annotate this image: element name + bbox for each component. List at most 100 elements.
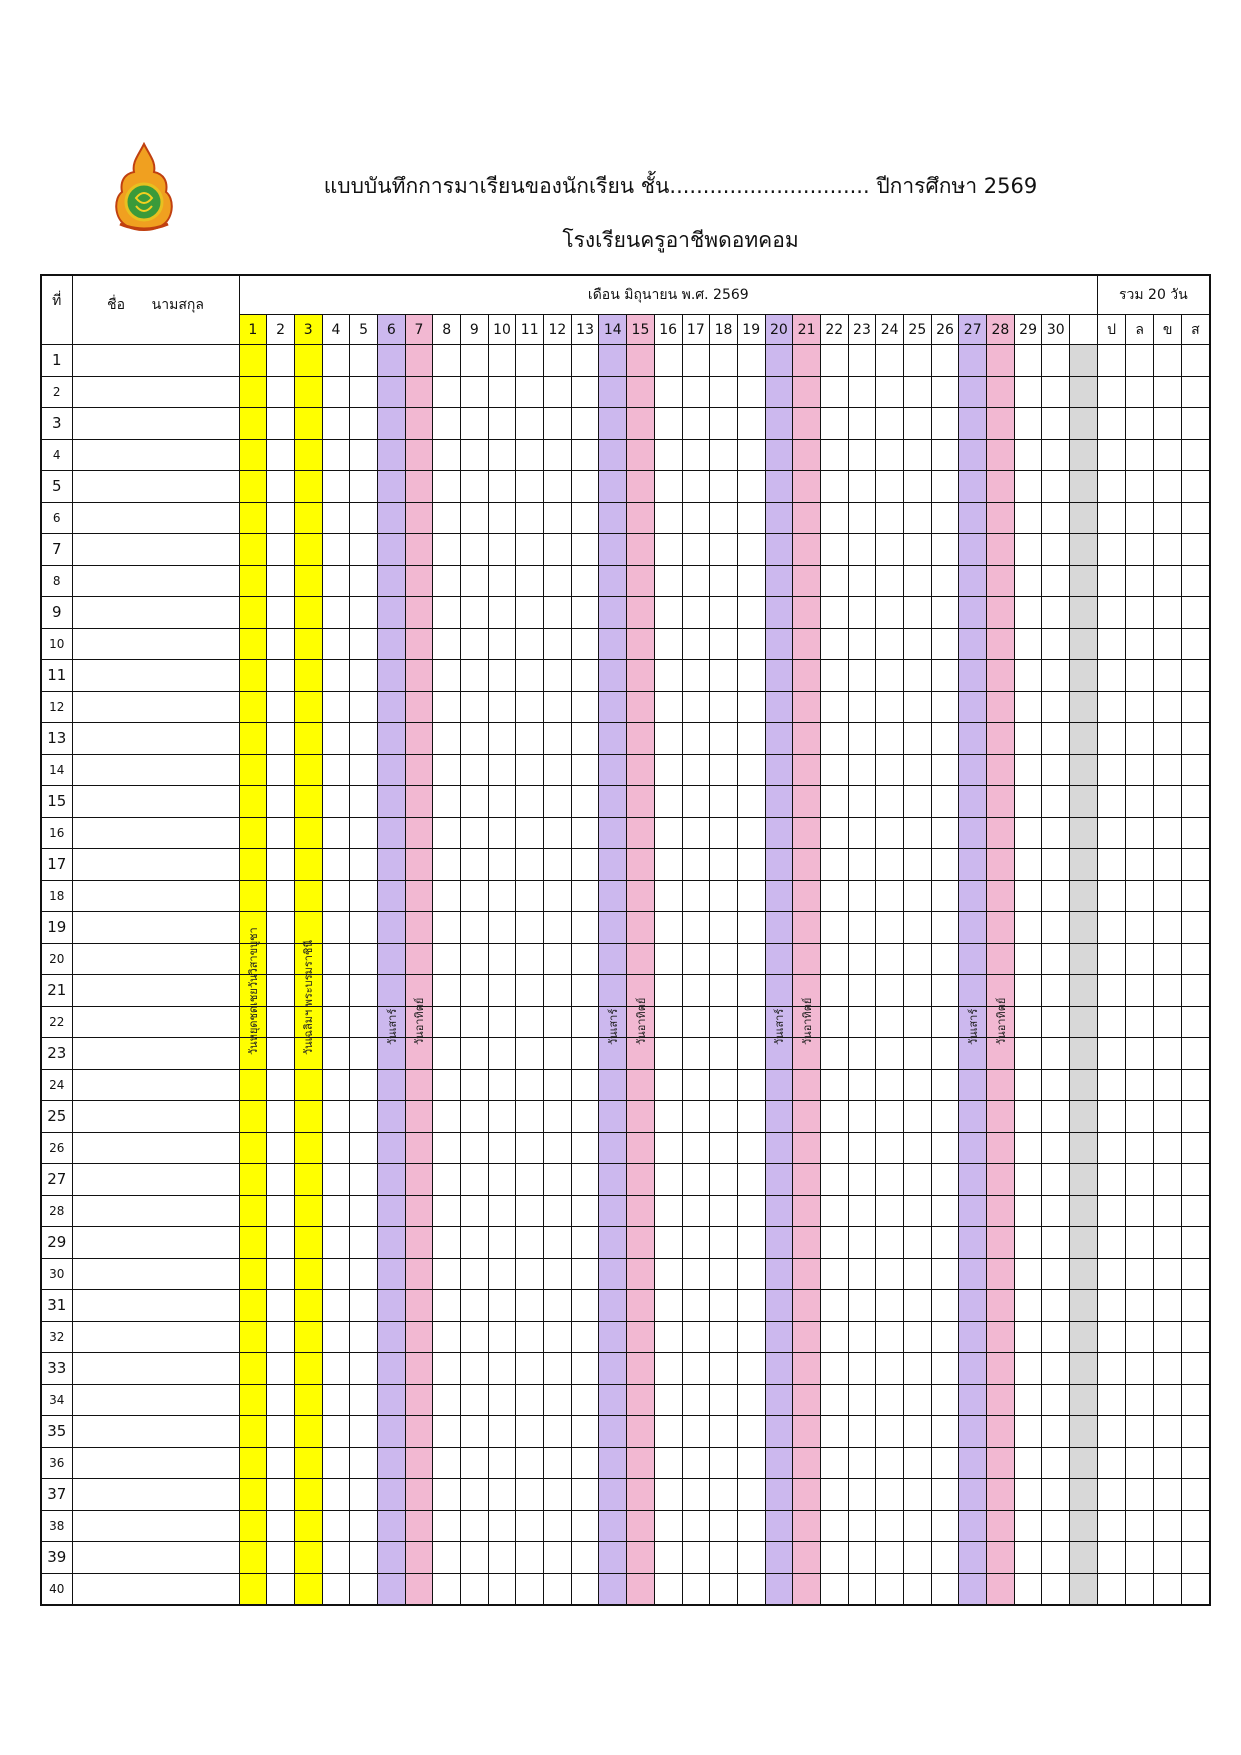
summary-cell[interactable] bbox=[1125, 816, 1155, 849]
attendance-cell[interactable] bbox=[930, 942, 960, 975]
attendance-cell[interactable] bbox=[681, 1194, 711, 1227]
student-name-cell[interactable] bbox=[71, 533, 240, 566]
attendance-cell[interactable] bbox=[986, 1478, 1015, 1511]
summary-cell[interactable] bbox=[1097, 879, 1127, 912]
attendance-cell[interactable] bbox=[349, 375, 378, 408]
attendance-cell[interactable] bbox=[1013, 375, 1043, 408]
attendance-cell[interactable] bbox=[321, 407, 351, 440]
attendance-cell[interactable] bbox=[487, 1100, 517, 1133]
attendance-cell[interactable] bbox=[764, 407, 794, 440]
attendance-cell[interactable] bbox=[709, 1100, 738, 1133]
attendance-cell[interactable] bbox=[570, 1383, 600, 1416]
attendance-cell[interactable] bbox=[681, 942, 711, 975]
summary-cell[interactable] bbox=[1181, 911, 1211, 944]
summary-cell[interactable] bbox=[1153, 1352, 1183, 1385]
attendance-cell[interactable] bbox=[376, 785, 406, 818]
attendance-cell[interactable] bbox=[376, 344, 406, 377]
attendance-cell[interactable] bbox=[598, 1352, 628, 1385]
attendance-cell[interactable] bbox=[903, 659, 932, 692]
attendance-cell[interactable] bbox=[321, 344, 351, 377]
attendance-cell[interactable] bbox=[266, 1068, 295, 1101]
attendance-cell[interactable] bbox=[543, 753, 572, 786]
attendance-cell[interactable] bbox=[958, 722, 988, 755]
attendance-cell[interactable] bbox=[875, 753, 904, 786]
attendance-cell[interactable] bbox=[847, 911, 877, 944]
attendance-cell[interactable] bbox=[930, 344, 960, 377]
attendance-cell[interactable] bbox=[792, 1541, 821, 1574]
attendance-cell[interactable] bbox=[487, 407, 517, 440]
attendance-cell[interactable] bbox=[598, 1572, 628, 1606]
attendance-cell[interactable] bbox=[404, 722, 434, 755]
attendance-cell[interactable] bbox=[792, 911, 821, 944]
attendance-cell[interactable] bbox=[515, 470, 545, 503]
attendance-cell[interactable] bbox=[709, 438, 738, 471]
summary-cell[interactable] bbox=[1153, 1257, 1183, 1290]
attendance-cell[interactable] bbox=[709, 1446, 738, 1479]
attendance-cell[interactable] bbox=[376, 1509, 406, 1542]
attendance-cell[interactable] bbox=[986, 375, 1015, 408]
attendance-cell[interactable] bbox=[653, 1037, 683, 1070]
student-name-cell[interactable] bbox=[71, 1131, 240, 1164]
attendance-cell[interactable] bbox=[376, 659, 406, 692]
attendance-cell[interactable] bbox=[736, 1320, 766, 1353]
attendance-cell[interactable] bbox=[1041, 1037, 1071, 1070]
attendance-cell[interactable] bbox=[626, 1163, 655, 1196]
summary-cell[interactable] bbox=[1153, 722, 1183, 755]
attendance-cell[interactable] bbox=[321, 974, 351, 1007]
attendance-cell[interactable] bbox=[764, 1446, 794, 1479]
attendance-cell[interactable] bbox=[598, 722, 628, 755]
attendance-cell[interactable] bbox=[404, 1478, 434, 1511]
attendance-cell[interactable] bbox=[487, 1289, 517, 1322]
summary-cell[interactable] bbox=[1125, 1320, 1155, 1353]
attendance-cell[interactable] bbox=[432, 659, 461, 692]
student-name-cell[interactable] bbox=[71, 1415, 240, 1448]
attendance-cell[interactable] bbox=[1013, 942, 1043, 975]
attendance-cell[interactable] bbox=[819, 753, 849, 786]
summary-cell[interactable] bbox=[1153, 879, 1183, 912]
attendance-cell[interactable] bbox=[487, 344, 517, 377]
attendance-cell[interactable] bbox=[432, 1289, 461, 1322]
attendance-cell[interactable] bbox=[570, 1572, 600, 1606]
attendance-cell[interactable] bbox=[903, 1289, 932, 1322]
attendance-cell[interactable] bbox=[736, 1226, 766, 1259]
attendance-cell[interactable] bbox=[626, 974, 655, 1007]
attendance-cell[interactable] bbox=[266, 596, 295, 629]
attendance-cell[interactable] bbox=[986, 659, 1015, 692]
attendance-cell[interactable] bbox=[792, 690, 821, 723]
attendance-cell[interactable] bbox=[293, 596, 323, 629]
attendance-cell[interactable] bbox=[1013, 1005, 1043, 1038]
attendance-cell[interactable] bbox=[598, 942, 628, 975]
attendance-cell[interactable] bbox=[432, 1415, 461, 1448]
attendance-cell[interactable] bbox=[903, 690, 932, 723]
attendance-cell[interactable] bbox=[293, 1320, 323, 1353]
summary-cell[interactable] bbox=[1181, 375, 1211, 408]
attendance-cell[interactable] bbox=[847, 879, 877, 912]
attendance-cell[interactable] bbox=[986, 564, 1015, 597]
attendance-cell[interactable] bbox=[653, 722, 683, 755]
attendance-cell[interactable] bbox=[764, 1289, 794, 1322]
attendance-cell[interactable] bbox=[764, 627, 794, 660]
attendance-cell[interactable] bbox=[376, 1383, 406, 1416]
attendance-cell[interactable] bbox=[404, 848, 434, 881]
attendance-cell[interactable] bbox=[1041, 722, 1071, 755]
attendance-cell[interactable] bbox=[681, 375, 711, 408]
attendance-cell[interactable] bbox=[736, 438, 766, 471]
attendance-cell[interactable] bbox=[764, 564, 794, 597]
attendance-cell[interactable] bbox=[930, 1257, 960, 1290]
attendance-cell[interactable] bbox=[349, 1415, 378, 1448]
attendance-cell[interactable] bbox=[986, 344, 1015, 377]
attendance-cell[interactable] bbox=[543, 816, 572, 849]
attendance-cell[interactable] bbox=[903, 1037, 932, 1070]
attendance-cell[interactable] bbox=[847, 1509, 877, 1542]
attendance-cell[interactable] bbox=[515, 1068, 545, 1101]
attendance-cell[interactable] bbox=[819, 1100, 849, 1133]
attendance-cell[interactable] bbox=[460, 1194, 489, 1227]
attendance-cell[interactable] bbox=[736, 1572, 766, 1606]
attendance-cell[interactable] bbox=[598, 1194, 628, 1227]
attendance-cell[interactable] bbox=[709, 1289, 738, 1322]
attendance-cell[interactable] bbox=[986, 1163, 1015, 1196]
attendance-cell[interactable] bbox=[404, 1163, 434, 1196]
attendance-cell[interactable] bbox=[376, 1352, 406, 1385]
attendance-cell[interactable] bbox=[543, 1478, 572, 1511]
attendance-cell[interactable] bbox=[792, 375, 821, 408]
